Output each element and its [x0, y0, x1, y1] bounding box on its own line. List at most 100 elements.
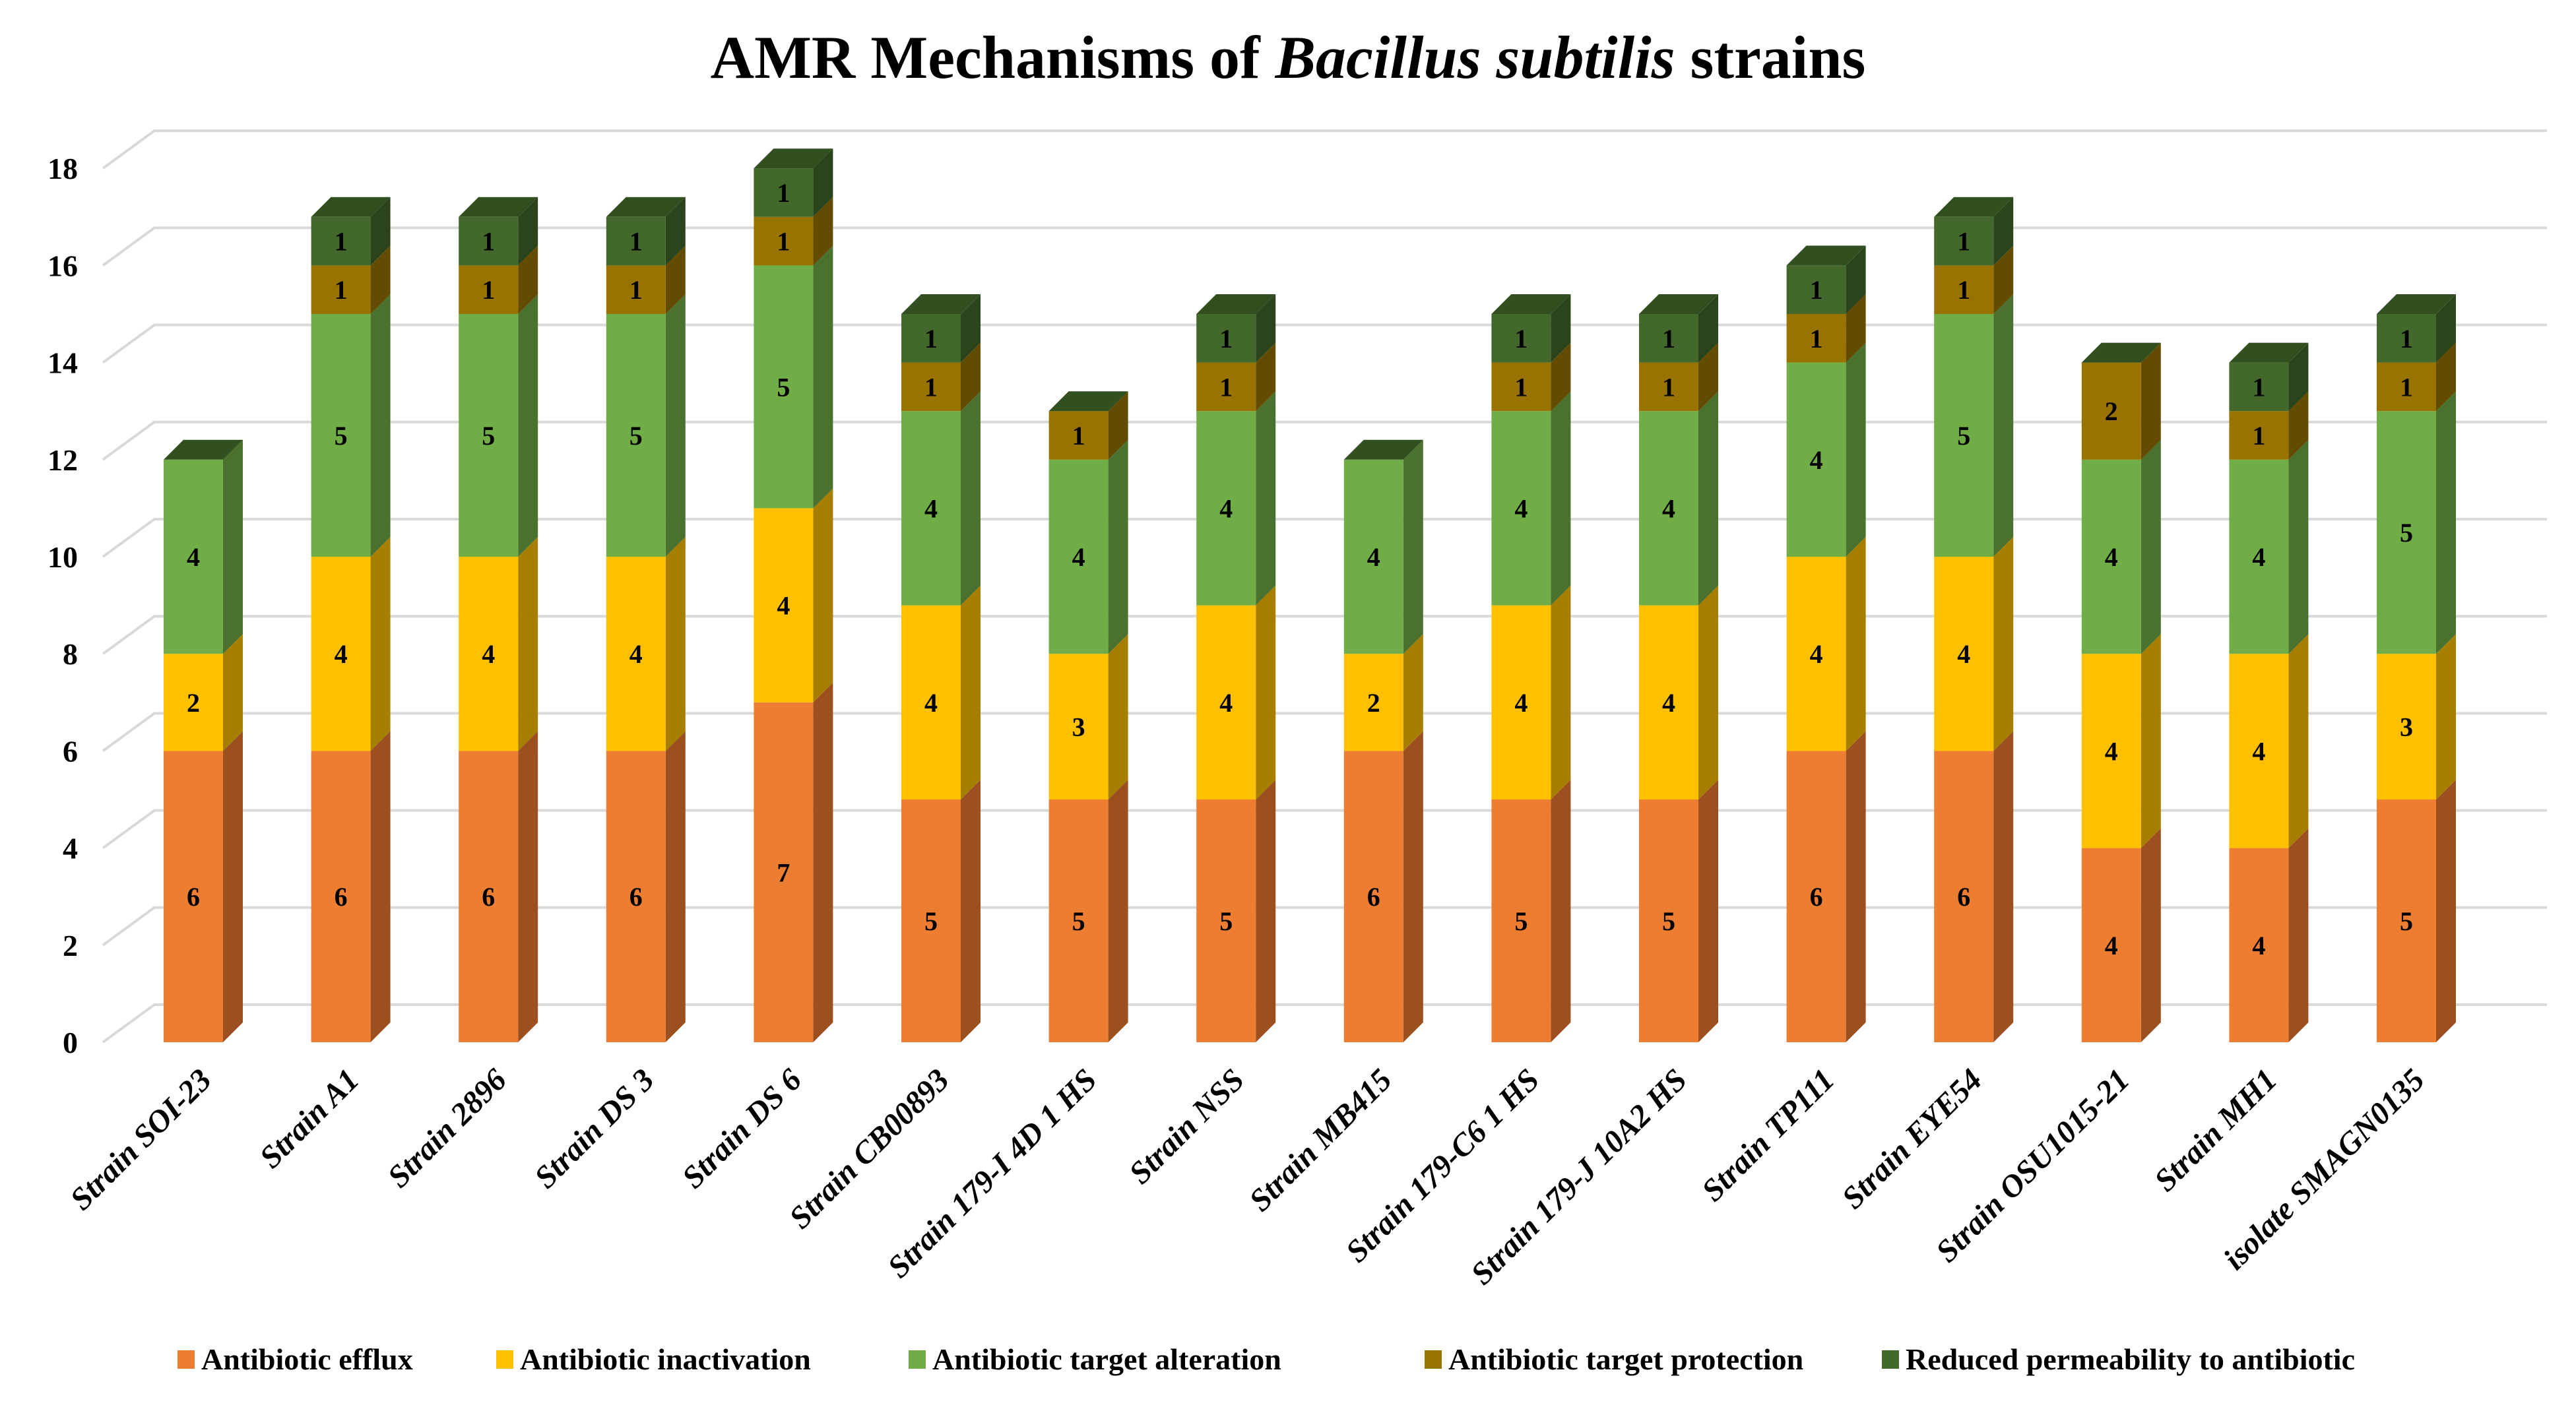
data-label: 4	[1514, 493, 1528, 523]
bar-segment	[606, 314, 666, 557]
bar-segment	[1343, 751, 1403, 1042]
x-axis-labels: Strain SOI-23 Strain A1 Strain 2896 Strain …	[63, 1062, 2431, 1292]
bar-stack: 6 4 5 1 1	[459, 197, 538, 1042]
bar-segment-side	[370, 731, 391, 1042]
title-part: Bacillus subtilis	[1275, 24, 1675, 91]
data-label: 4	[1072, 542, 1085, 572]
bar-segment	[2377, 799, 2436, 1042]
bar-segment-side	[2141, 439, 2161, 654]
bar-top	[1196, 294, 1276, 314]
x-tick-label: Strain DS 3	[528, 1062, 661, 1195]
gridline	[102, 712, 2547, 753]
bar-segment-side	[665, 245, 686, 314]
bar-segment-side	[813, 148, 833, 217]
data-label: 4	[2105, 736, 2118, 766]
data-label: 4	[924, 493, 938, 523]
data-label: 1	[1219, 324, 1233, 354]
title-part: strains	[1675, 24, 1866, 91]
bar-segment-side	[1698, 294, 1718, 363]
bars: 6246451164511645117451154411534154411624…	[164, 148, 2456, 1042]
data-label: 2	[1367, 688, 1380, 718]
bar-segment-side	[2436, 391, 2456, 654]
x-tick-label: Strain 2896	[381, 1062, 513, 1195]
bar-segment	[901, 605, 961, 799]
bar-segment	[1639, 411, 1698, 606]
x-tick-label: Strain EYE54	[1835, 1062, 1989, 1216]
data-label: 1	[1662, 372, 1675, 402]
y-tick-label: 8	[63, 637, 78, 671]
data-label: 1	[2252, 421, 2265, 451]
data-label: 4	[335, 639, 348, 669]
bar-segment	[1934, 751, 1994, 1042]
bar-segment-side	[1551, 294, 1571, 363]
data-label: 1	[777, 178, 790, 208]
bar-segment	[1639, 799, 1698, 1042]
bar-segment	[901, 314, 961, 363]
bar-segment	[1786, 751, 1846, 1042]
data-label: 5	[629, 421, 643, 451]
x-tick-label: Strain NSS	[1122, 1062, 1251, 1191]
gridline	[102, 615, 2547, 655]
y-tick-label: 6	[63, 734, 78, 768]
bar-segment	[164, 654, 223, 751]
bar-segment-side	[2288, 391, 2309, 460]
bar-segment-side	[813, 488, 833, 703]
bar-stack: 5 4 4 1 1	[1639, 294, 1718, 1042]
data-label: 1	[1514, 372, 1528, 402]
data-label: 1	[2252, 372, 2265, 402]
bar-segment-side	[1256, 585, 1276, 799]
bar-top	[1491, 294, 1571, 314]
bar-segment	[2377, 362, 2436, 412]
bar-segment-side	[1551, 391, 1571, 606]
bar-segment	[311, 557, 371, 751]
data-label: 3	[2400, 712, 2413, 742]
bar-segment	[2081, 654, 2141, 848]
bar-segment-side	[1993, 197, 2014, 266]
bar-segment-side	[1403, 731, 1423, 1042]
bar-segment-side	[518, 294, 538, 557]
y-tick-label: 2	[63, 929, 78, 962]
bar-segment-side	[223, 439, 243, 654]
y-tick-label: 4	[63, 832, 78, 865]
legend-item: Antibiotic target protection	[1425, 1342, 1803, 1376]
bar-segment-side	[1551, 585, 1571, 799]
bar-segment	[1491, 411, 1551, 606]
data-label: 4	[1957, 639, 1970, 669]
bar-segment	[311, 216, 371, 266]
data-label: 5	[1957, 421, 1970, 451]
legend-swatch	[1882, 1350, 1899, 1369]
bar-top	[164, 439, 243, 460]
legend-item: Antibiotic efflux	[177, 1342, 413, 1376]
bar-segment-side	[665, 731, 686, 1042]
legend-label: Reduced permeability to antibiotic	[1906, 1342, 2355, 1376]
data-label: 4	[2252, 542, 2265, 572]
bar-segment-side	[1108, 439, 1128, 654]
bar-segment-side	[2436, 634, 2456, 799]
bar-segment-side	[813, 682, 833, 1042]
chart-title: AMR Mechanisms of Bacillus subtilis stra…	[711, 24, 1866, 91]
bar-segment	[1934, 314, 1994, 557]
data-label: 1	[629, 227, 643, 257]
legend-item: Reduced permeability to antibiotic	[1882, 1342, 2355, 1376]
bar-segment-side	[961, 585, 981, 799]
bar-stack: 7 4 5 1 1	[754, 148, 833, 1042]
gridline	[102, 420, 2547, 461]
bar-segment	[1491, 314, 1551, 363]
bar-segment-side	[2288, 342, 2309, 412]
bar-segment-side	[1403, 634, 1423, 751]
data-label: 4	[2105, 542, 2118, 572]
gridline	[102, 323, 2547, 364]
bar-segment-side	[1993, 731, 2014, 1042]
bar-top	[2081, 342, 2161, 363]
bar-top	[1934, 197, 2014, 217]
title-part: AMR Mechanisms of	[711, 24, 1275, 91]
bar-segment-side	[665, 197, 686, 266]
bar-segment	[901, 411, 961, 606]
legend-swatch	[496, 1350, 513, 1369]
data-label: 1	[1219, 372, 1233, 402]
data-label: 6	[629, 882, 643, 912]
data-label: 1	[482, 227, 495, 257]
data-label: 1	[2400, 372, 2413, 402]
bar-segment	[459, 314, 519, 557]
bar-segment-side	[1108, 780, 1128, 1042]
